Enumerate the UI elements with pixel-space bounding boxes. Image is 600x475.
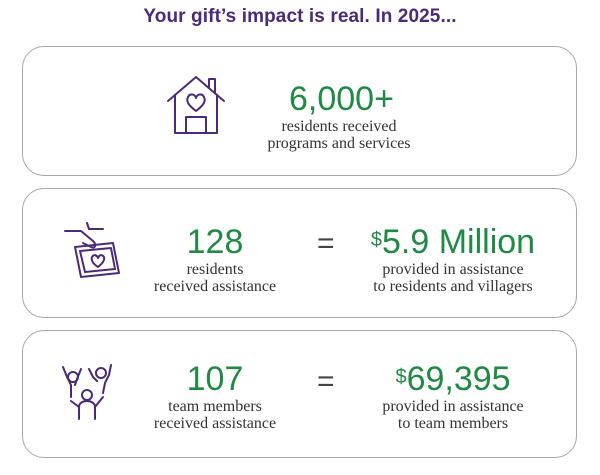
stat-description-line2: to residents and villagers [373,278,533,295]
page-title: Your gift’s impact is real. In 2025... [143,6,457,27]
stat-value-amount: $69,395 [353,362,553,396]
impact-card-team-assistance: 107 team members received assistance = $… [22,330,577,458]
stat-description-line2: received assistance [153,278,277,295]
impact-card-resident-assistance: 128 residents received assistance = $5.9… [22,188,577,318]
currency-symbol: $ [395,366,407,388]
currency-symbol: $ [370,229,383,251]
stat-value-amount: $5.9 Million [353,225,553,259]
equals-sign: = [317,365,335,398]
stat-description-line1: residents received [281,118,397,135]
stat-description-line1: residents [186,261,244,278]
stat-value-team-members: 107 [186,360,244,398]
house-heart-icon [167,76,225,134]
stat-description-line2: programs and services [267,135,411,152]
amount-value: 5.9 Million [382,223,536,261]
stat-description-line2: to team members [397,415,509,432]
stat-description-line2: received assistance [153,415,277,432]
stat-description-line1: provided in assistance [382,398,524,415]
stat-description-line1: team members [168,398,262,415]
equals-sign: = [317,227,335,260]
team-celebration-icon [62,364,112,420]
stat-description-line1: provided in assistance [382,261,524,278]
stat-value-residents: 128 [186,223,244,261]
hand-giving-money-icon [64,222,120,278]
amount-value: 69,395 [406,360,511,398]
impact-card-residents-programs: 6,000+ residents received programs and s… [22,46,577,176]
stat-value: 6,000+ [289,80,394,118]
